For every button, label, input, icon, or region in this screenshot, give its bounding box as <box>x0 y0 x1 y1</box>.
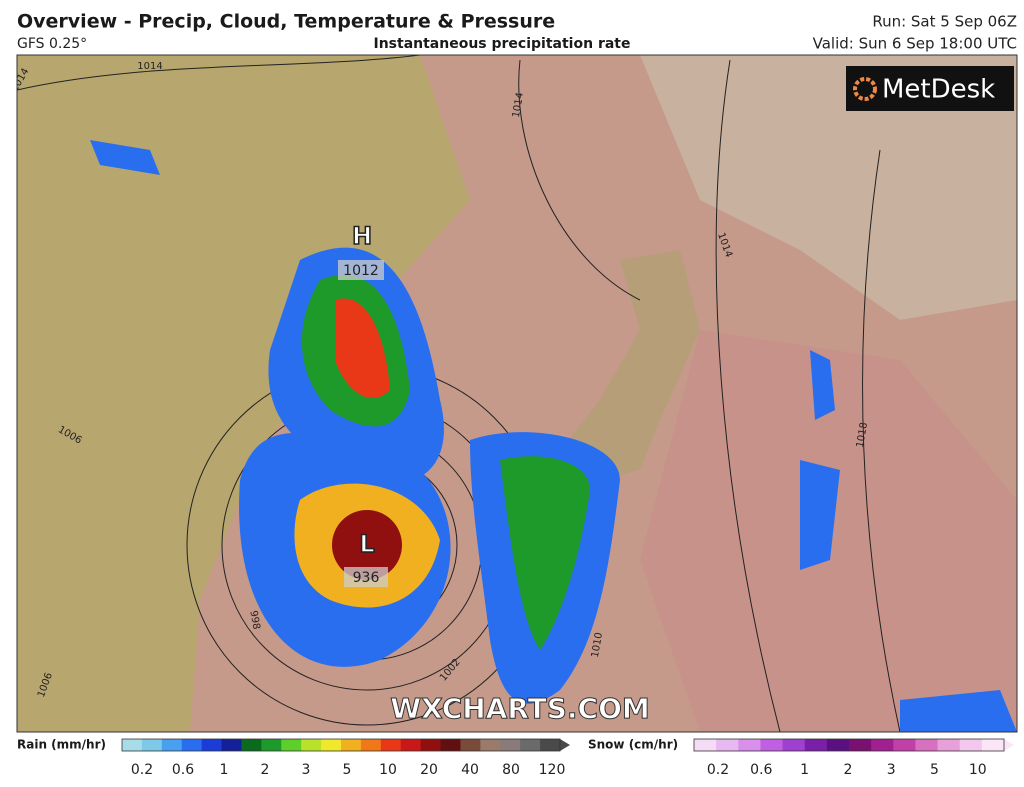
logo-icon <box>853 77 877 101</box>
isobar-label: 1014 <box>511 92 526 119</box>
high-box <box>338 260 384 280</box>
snow-label: Snow (cm/hr) <box>588 738 678 752</box>
rain-swatch <box>341 739 362 751</box>
snow-tick-label: 3 <box>887 762 896 778</box>
watermark: WXCHARTS.COM <box>390 692 650 725</box>
map-border <box>16 54 1018 733</box>
rain-tick-label: 5 <box>343 762 352 778</box>
snow-tick-label: 10 <box>969 762 987 778</box>
snow-swatch <box>738 739 761 751</box>
rain-swatch <box>301 739 322 751</box>
rain-swatch <box>241 739 262 751</box>
rain-tick-label: 120 <box>539 762 566 778</box>
rain-swatch <box>460 739 481 751</box>
snow-tick-label: 1 <box>800 762 809 778</box>
snow-swatch <box>871 739 894 751</box>
snow-swatch <box>849 739 872 751</box>
snow-tick-label: 0.6 <box>750 762 772 778</box>
rain-swatch <box>480 739 501 751</box>
rain-swatch <box>360 739 382 751</box>
rain-swatch <box>400 739 422 751</box>
isobar-label: 1010 <box>590 632 605 659</box>
rain-swatch <box>500 739 521 751</box>
rain-tick-label: 2 <box>261 762 270 778</box>
cloud <box>640 55 1017 320</box>
precipitation <box>90 140 1017 732</box>
snow-swatch <box>826 739 850 751</box>
isobar-label: 998 <box>247 610 261 631</box>
rain-tick-label: 40 <box>461 762 479 778</box>
rain-swatch <box>141 739 163 751</box>
snow-tick-label: 5 <box>930 762 939 778</box>
snow-tick-label: 0.2 <box>707 762 729 778</box>
rain-arrow <box>560 739 570 751</box>
low-symbol: L <box>359 530 374 558</box>
rain-swatch <box>520 739 541 751</box>
title: Overview - Precip, Cloud, Temperature & … <box>17 11 555 33</box>
rain-swatch <box>321 739 342 751</box>
rain-tick-label: 10 <box>379 762 397 778</box>
valid: Valid: Sun 6 Sep 18:00 UTC <box>813 35 1017 53</box>
isobar-label: 1018 <box>855 422 870 449</box>
run: Run: Sat 5 Sep 06Z <box>872 13 1017 31</box>
high-value: 1012 <box>343 263 379 279</box>
rain-border <box>121 738 561 752</box>
snow-swatch <box>893 739 916 751</box>
japan <box>560 250 700 480</box>
rain-tick-label: 3 <box>302 762 311 778</box>
rain-swatch <box>440 739 461 751</box>
snow-tick-label: 2 <box>843 762 852 778</box>
rain-tick-label: 0.2 <box>131 762 153 778</box>
rain-swatch <box>380 739 402 751</box>
map: 101410141014100610061002998101810101014 … <box>17 55 1017 732</box>
snow-swatch <box>716 739 739 751</box>
snow-swatch <box>694 739 717 751</box>
rain-swatch <box>261 739 282 751</box>
rain-swatch <box>281 739 302 751</box>
logo: MetDesk <box>882 75 995 105</box>
rain-swatch <box>201 739 223 751</box>
snow-swatch <box>959 739 983 751</box>
snow-swatch <box>937 739 961 751</box>
rain-tick-label: 0.6 <box>172 762 194 778</box>
rain-swatch <box>540 739 561 751</box>
snow-arrow <box>1004 739 1014 751</box>
rain-swatch <box>221 739 242 751</box>
legend: 0.2 0.6 1 2 3 5 10 20 40 80 120 0.2 0.6 1 2 3 5 10 <box>121 738 1014 778</box>
rain-swatch <box>181 739 203 751</box>
low-value: 936 <box>353 570 380 586</box>
snow-swatch <box>760 739 784 751</box>
high-symbol: H <box>352 222 372 250</box>
snow-swatch <box>804 739 828 751</box>
rain-tick-label: 20 <box>420 762 438 778</box>
snow-border <box>693 738 1005 752</box>
rain-swatch <box>122 739 143 751</box>
rain-tick-label: 80 <box>502 762 520 778</box>
rain-tick-label: 1 <box>220 762 229 778</box>
model: GFS 0.25° <box>17 36 87 52</box>
isobar-label: 1014 <box>137 61 162 72</box>
snow-swatch <box>981 739 1005 751</box>
low-box <box>344 567 388 587</box>
snow-swatch <box>915 739 939 751</box>
rain-label: Rain (mm/hr) <box>17 738 106 752</box>
subtitle: Instantaneous precipitation rate <box>374 36 631 52</box>
rain-swatch <box>420 739 442 751</box>
rain-swatch <box>161 739 183 751</box>
snow-swatch <box>782 739 806 751</box>
